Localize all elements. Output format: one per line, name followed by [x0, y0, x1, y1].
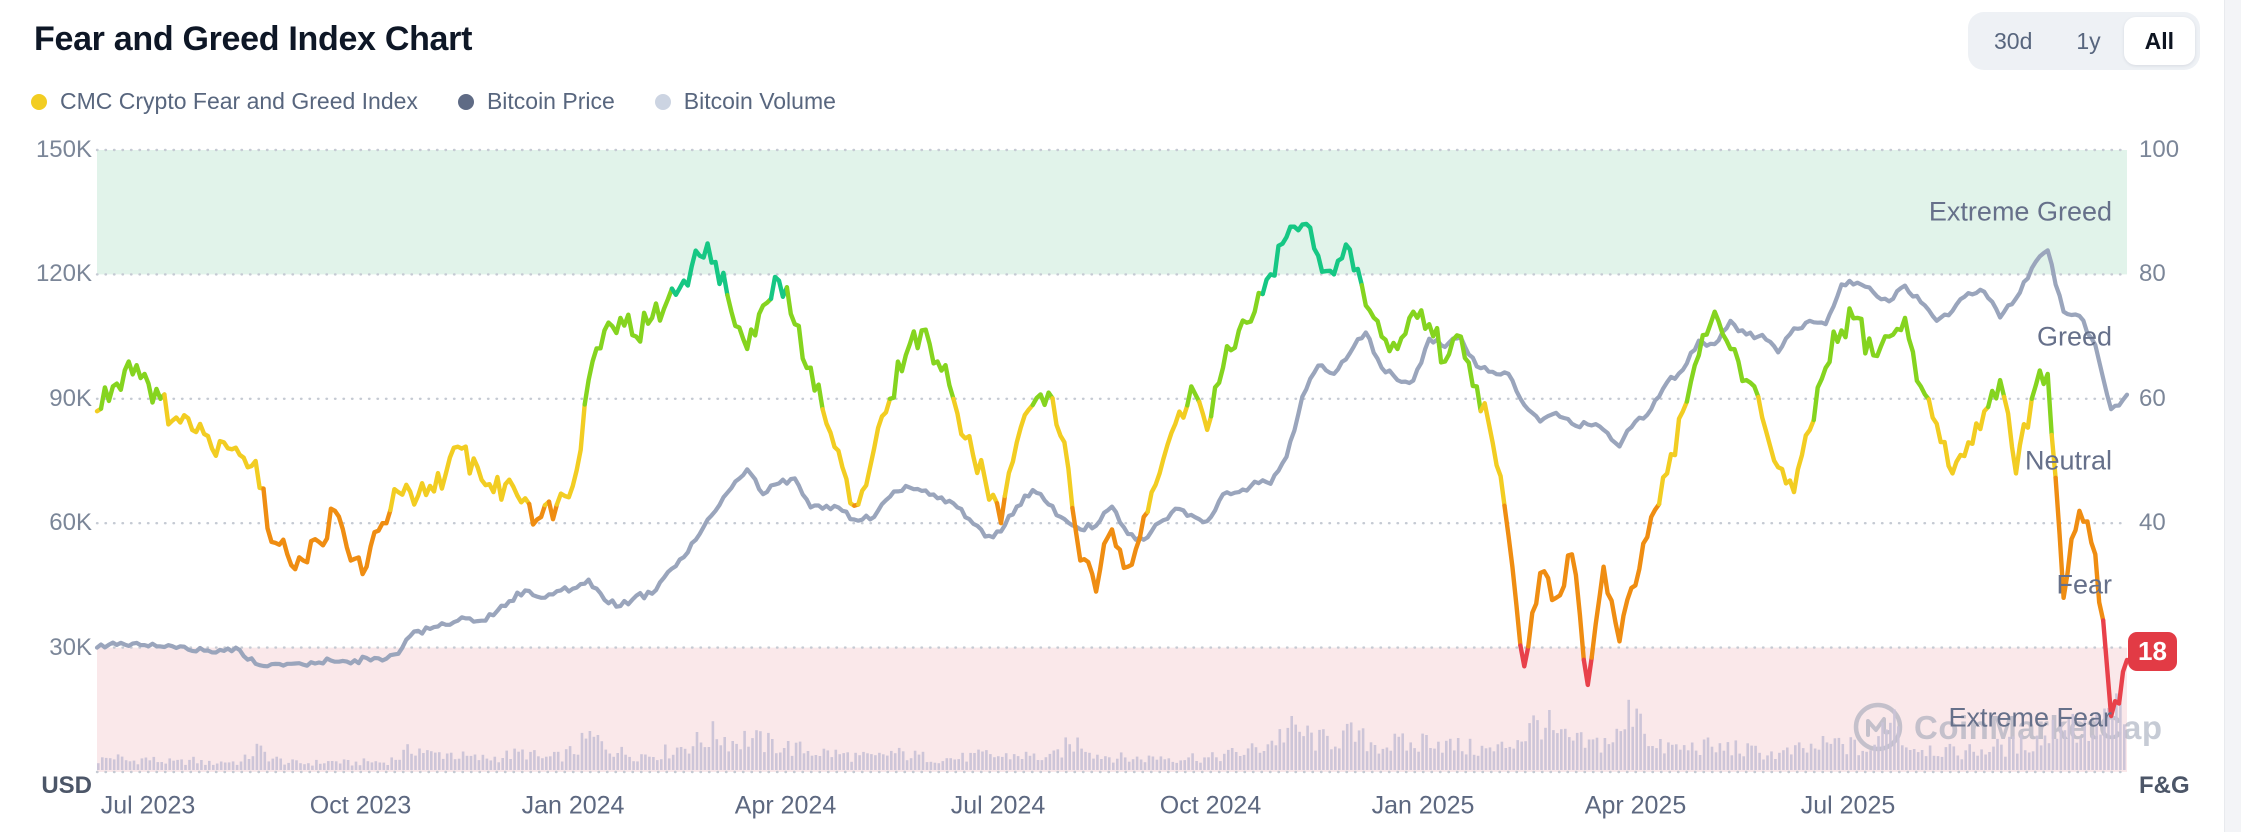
left-axis-label: 120K [35, 260, 92, 288]
range-button-all[interactable]: All [2123, 17, 2196, 65]
right-axis-label: 60 [2139, 384, 2166, 412]
right-axis-label: 100 [2139, 136, 2180, 163]
x-axis-label: Jul 2023 [100, 791, 196, 820]
x-axis-label: Oct 2024 [1159, 791, 1262, 820]
current-value-badge: 18 [2128, 632, 2177, 671]
page-right-gutter [2224, 0, 2241, 832]
zone-label-fear: Fear [2056, 569, 2112, 600]
left-axis-unit: USD [41, 772, 92, 799]
bitcoin-volume-bars [97, 693, 2126, 770]
x-axis-label: Apr 2024 [734, 791, 837, 820]
right-axis-label: 80 [2139, 260, 2166, 288]
time-range-selector: 30d 1y All [1968, 12, 2201, 70]
legend-item-cmc-crypto-fear-and-greed-index[interactable]: CMC Crypto Fear and Greed Index [31, 88, 418, 115]
left-axis-label: 30K [49, 633, 92, 661]
page-title: Fear and Greed Index Chart [34, 20, 473, 58]
legend-label: CMC Crypto Fear and Greed Index [60, 88, 418, 114]
left-axis-label: 90K [49, 384, 92, 412]
right-axis-label: 40 [2139, 509, 2166, 537]
extreme-fear-band [97, 647, 2127, 772]
range-button-30d[interactable]: 30d [1994, 27, 2033, 54]
left-axis-label: 60K [49, 509, 92, 537]
right-axis-unit: F&G [2139, 772, 2190, 799]
zone-label-neutral: Neutral [2024, 445, 2112, 476]
zone-label-extreme-fear: Extreme Fear [1948, 702, 2112, 733]
extreme-greed-band [97, 150, 2127, 275]
zone-label-extreme-greed: Extreme Greed [1928, 196, 2112, 227]
chart-legend: CMC Crypto Fear and Greed Index Bitcoin P… [31, 88, 836, 115]
legend-label: Bitcoin Volume [683, 88, 836, 114]
x-axis-label: Jan 2024 [521, 791, 625, 820]
legend-dot-icon [31, 93, 47, 110]
left-axis-label: 150K [35, 136, 92, 163]
fng-line [94, 221, 2130, 719]
legend-dot-icon [654, 93, 671, 110]
legend-dot-icon [457, 93, 474, 110]
legend-item-bitcoin-price[interactable]: Bitcoin Price [457, 88, 615, 115]
legend-label: Bitcoin Price [486, 88, 615, 114]
x-axis-label: Jul 2024 [950, 791, 1046, 820]
range-button-1y[interactable]: 1y [2076, 27, 2101, 54]
x-axis-label: Jul 2025 [1800, 791, 1896, 820]
current-value-text: 18 [2138, 636, 2167, 666]
x-axis-label: Oct 2023 [309, 791, 412, 820]
legend-item-bitcoin-volume[interactable]: Bitcoin Volume [654, 88, 836, 115]
x-axis-label: Apr 2025 [1584, 791, 1687, 820]
zone-label-greed: Greed [2036, 321, 2112, 352]
x-axis-label: Jan 2025 [1371, 791, 1475, 820]
bitcoin-price-line [94, 248, 2130, 669]
